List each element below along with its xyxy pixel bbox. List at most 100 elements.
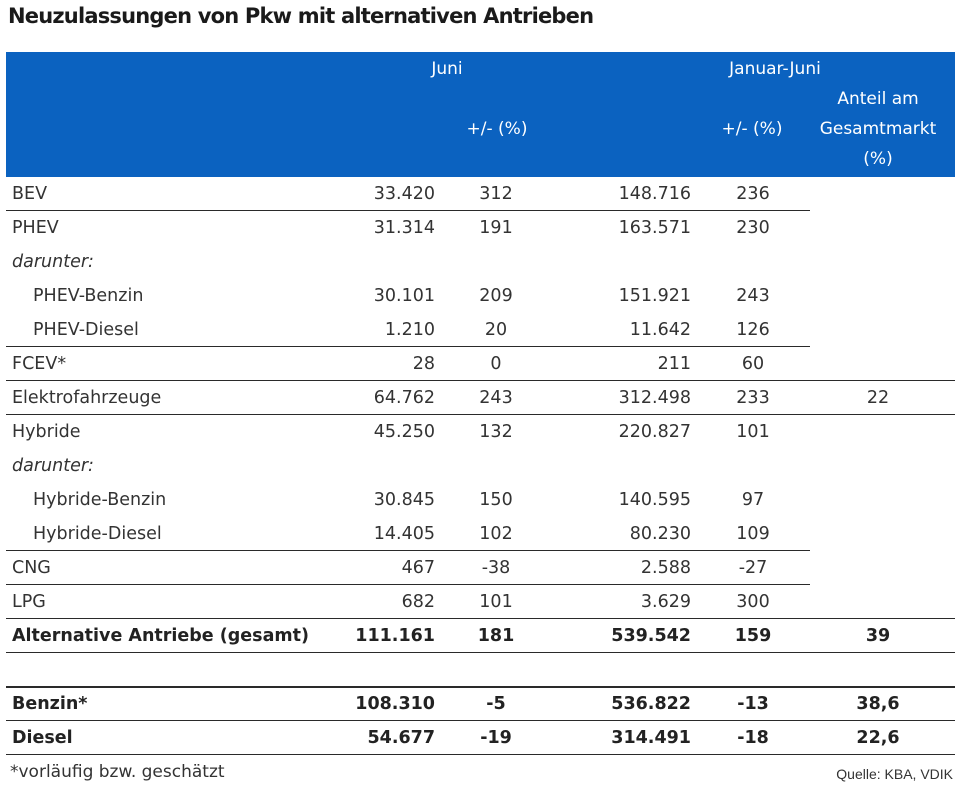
footnote: *vorläufig bzw. geschätzt [10, 762, 225, 782]
cell-januar-juni: 151.921 [618, 286, 691, 306]
table-row: PHEV 31.314 191 163.571 230 [6, 211, 955, 245]
table-row: PHEV-Benzin 30.101 209 151.921 243 [6, 279, 955, 313]
cell-januar-juni-change: -27 [738, 558, 768, 578]
cell-januar-juni: 539.542 [611, 626, 691, 646]
table-row: CNG 467 -38 2.588 -27 [6, 551, 955, 585]
row-label: PHEV-Benzin [33, 286, 144, 306]
cell-anteil: 38,6 [856, 694, 900, 714]
cell-anteil [806, 551, 950, 585]
cell-januar-juni-change: 236 [736, 184, 770, 204]
section-divider [6, 686, 955, 688]
row-divider [6, 584, 810, 585]
cell-juni: 30.845 [373, 490, 435, 510]
row-divider [6, 380, 955, 381]
row-label: FCEV* [12, 354, 67, 374]
cell-juni: 467 [401, 558, 435, 578]
cell-juni-change: 181 [477, 626, 515, 646]
cell-anteil: 22 [866, 388, 890, 408]
cell-juni: 33.420 [373, 184, 435, 204]
cell-januar-juni: 148.716 [618, 184, 691, 204]
row-divider [6, 754, 955, 755]
row-label: PHEV [12, 218, 59, 238]
table-row: darunter: [6, 245, 955, 279]
header-anteil-line3: (%) [863, 149, 893, 169]
cell-anteil [806, 279, 950, 313]
row-label: darunter: [12, 456, 94, 476]
table-row: FCEV* 28 0 211 60 [6, 347, 955, 381]
cell-anteil: 39 [865, 626, 891, 646]
header-januar-juni: Januar-Juni [729, 59, 821, 79]
cell-anteil [806, 177, 950, 211]
table-title: Neuzulassungen von Pkw mit alternativen … [8, 4, 594, 28]
row-divider [6, 652, 955, 653]
cell-anteil [806, 517, 950, 551]
header-juni-change: +/- (%) [466, 119, 528, 139]
cell-juni: 111.161 [355, 626, 435, 646]
cell-januar-juni-change: 243 [736, 286, 770, 306]
row-divider [6, 618, 955, 619]
cell-juni: 14.405 [373, 524, 435, 544]
cell-juni-change: 191 [479, 218, 513, 238]
cell-januar-juni-change: -13 [737, 694, 769, 714]
cell-juni: 54.677 [367, 728, 435, 748]
cell-januar-juni: 220.827 [618, 422, 691, 442]
row-label: Hybride [12, 422, 81, 442]
cell-januar-juni: 140.595 [618, 490, 691, 510]
row-divider [6, 210, 810, 211]
cell-juni-change: 243 [479, 388, 513, 408]
table-row: Diesel 54.677 -19 314.491 -18 22,6 [6, 721, 955, 755]
table-header: Juni Januar-Juni +/- (%) +/- (%) Anteil … [6, 52, 955, 177]
cell-juni: 30.101 [373, 286, 435, 306]
table-row: Elektrofahrzeuge 64.762 243 312.498 233 … [6, 381, 955, 415]
cell-juni-change: 101 [479, 592, 513, 612]
source-credit: Quelle: KBA, VDIK [836, 766, 953, 782]
table-row: darunter: [6, 449, 955, 483]
table-row: Hybride-Benzin 30.845 150 140.595 97 [6, 483, 955, 517]
row-label: PHEV-Diesel [33, 320, 139, 340]
cell-januar-juni-change: 233 [736, 388, 770, 408]
cell-januar-juni-change: -18 [737, 728, 769, 748]
cell-juni-change: -19 [480, 728, 512, 748]
cell-januar-juni-change: 97 [741, 490, 765, 510]
row-label: darunter: [12, 252, 94, 272]
row-divider [6, 414, 955, 415]
row-label: Benzin* [12, 694, 88, 714]
cell-januar-juni-change: 159 [734, 626, 772, 646]
header-anteil-line1: Anteil am [837, 89, 919, 109]
cell-juni-change: -5 [486, 694, 506, 714]
cell-januar-juni-change: 126 [736, 320, 770, 340]
cell-juni-change: 150 [479, 490, 513, 510]
row-label: Elektrofahrzeuge [12, 388, 162, 408]
row-label: Alternative Antriebe (gesamt) [12, 626, 309, 646]
cell-juni: 45.250 [373, 422, 435, 442]
table-row: Hybride-Diesel 14.405 102 80.230 109 [6, 517, 955, 551]
cell-juni-change: -38 [481, 558, 511, 578]
cell-juni-change: 209 [479, 286, 513, 306]
row-divider [6, 720, 955, 721]
cell-anteil [806, 347, 950, 381]
cell-juni: 682 [401, 592, 435, 612]
cell-juni: 28 [412, 354, 435, 374]
cell-januar-juni: 312.498 [618, 388, 691, 408]
table-row-total: Alternative Antriebe (gesamt) 111.161 18… [6, 619, 955, 653]
row-label: CNG [12, 558, 51, 578]
cell-januar-juni: 2.588 [640, 558, 691, 578]
cell-januar-juni: 536.822 [611, 694, 691, 714]
row-label: Hybride-Diesel [33, 524, 162, 544]
cell-juni-change: 0 [490, 354, 502, 374]
cell-januar-juni: 80.230 [629, 524, 691, 544]
cell-juni: 108.310 [355, 694, 435, 714]
table-row: Benzin* 108.310 -5 536.822 -13 38,6 [6, 687, 955, 721]
header-anteil-line2: Gesamtmarkt [819, 119, 937, 139]
table-row: Hybride 45.250 132 220.827 101 [6, 415, 955, 449]
cell-januar-juni-change: 101 [736, 422, 770, 442]
row-label: Diesel [12, 728, 73, 748]
cell-juni-change: 102 [479, 524, 513, 544]
row-label: LPG [12, 592, 46, 612]
cell-anteil [806, 483, 950, 517]
cell-juni-change: 312 [479, 184, 513, 204]
header-juni: Juni [431, 59, 463, 79]
row-label: BEV [12, 184, 48, 204]
cell-januar-juni-change: 230 [736, 218, 770, 238]
cell-juni-change: 20 [484, 320, 508, 340]
